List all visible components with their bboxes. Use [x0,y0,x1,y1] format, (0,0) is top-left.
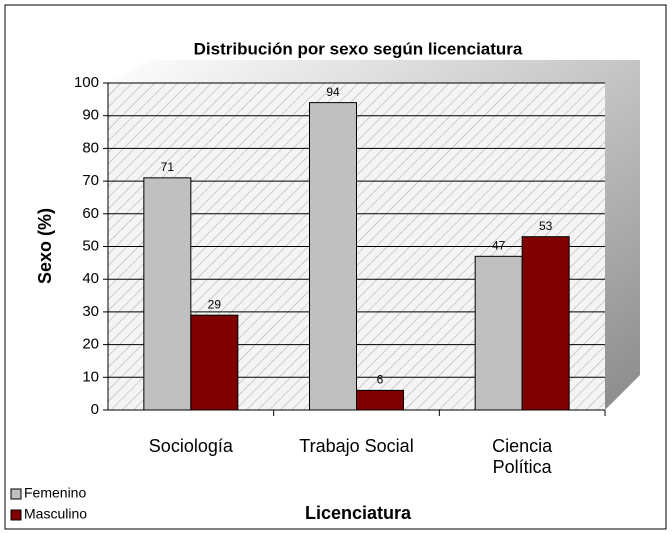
value-label: 71 [161,160,175,174]
y-tick-label: 10 [82,368,99,385]
x-tick-label: Trabajo Social [299,436,414,456]
value-label: 94 [326,85,340,99]
y-tick-label: 40 [82,270,99,287]
y-axis-label: Sexo (%) [35,208,55,284]
y-tick-label: 70 [82,172,99,189]
legend-swatch [10,509,22,521]
y-tick-label: 20 [82,336,99,353]
value-label: 53 [539,219,553,233]
legend-swatch [10,488,22,500]
y-tick-label: 50 [82,237,99,254]
x-tick-label: Ciencia Política [492,436,553,477]
y-tick-label: 30 [82,303,99,320]
value-label: 47 [492,238,506,252]
bar [309,102,357,411]
y-tick-label: 100 [74,74,99,91]
bar [143,177,192,411]
chart-title: Distribución por sexo según licenciatura [194,39,523,58]
y-tick-label: 80 [82,139,99,156]
legend-label: Masculino [24,506,87,522]
y-tick-label: 60 [82,205,99,222]
bar [521,236,570,411]
x-axis-label: Licenciatura [305,503,412,523]
y-tick-label: 0 [91,401,99,418]
value-label: 29 [208,297,222,311]
legend-label: Femenino [24,485,86,501]
bar [356,389,404,411]
bar [474,255,523,411]
bar [190,314,239,411]
x-tick-label: Sociología [148,436,233,456]
y-tick-label: 90 [82,107,99,124]
value-label: 6 [377,373,384,387]
